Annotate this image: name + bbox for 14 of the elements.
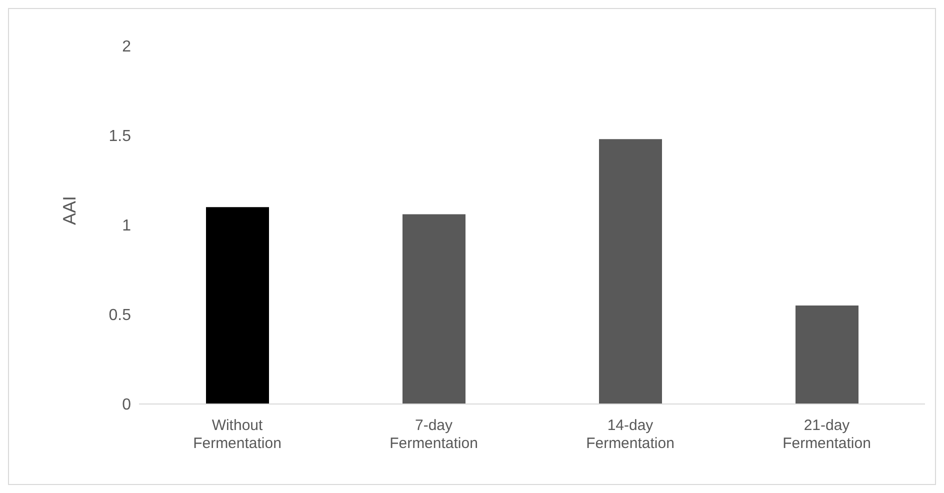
bar: [206, 207, 269, 404]
y-tick-label: 1: [122, 218, 132, 235]
x-tick-label: Without Fermentation: [193, 417, 282, 452]
bar: [402, 214, 466, 404]
y-tick-label: 0.5: [108, 307, 132, 324]
bar: [599, 139, 662, 404]
x-tick-label: 14-day Fermentation: [586, 417, 674, 452]
bar: [796, 306, 858, 404]
y-axis-title: AAI: [59, 196, 80, 225]
x-tick-label: 21-day Fermentation: [782, 417, 871, 452]
x-tick-label: 7-day Fermentation: [390, 417, 478, 452]
y-tick-label: 2: [122, 38, 132, 56]
y-tick-label: 0: [122, 396, 132, 414]
y-tick-label: 1.5: [108, 128, 132, 146]
